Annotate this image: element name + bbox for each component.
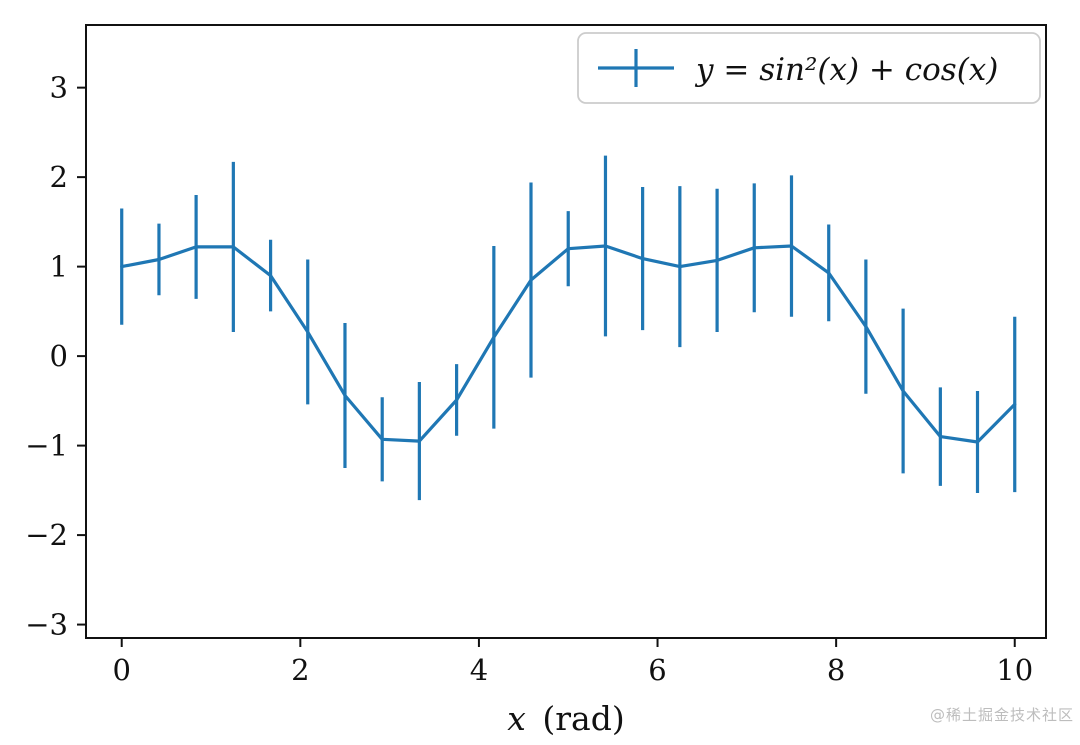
data-line — [120, 244, 1017, 444]
y-tick-label: 1 — [50, 250, 68, 284]
y-tick-label: 2 — [50, 160, 68, 194]
x-tick-label: 2 — [291, 653, 309, 687]
x-tick-label: 8 — [827, 653, 845, 687]
y-tick-label: −2 — [25, 518, 68, 552]
y-tick-label: −1 — [25, 429, 68, 463]
watermark: @稀土掘金技术社区 — [929, 706, 1074, 724]
legend-label: y = sin²(x) + cos(x) — [694, 52, 998, 88]
error-bars — [120, 155, 1017, 501]
x-tick-label: 0 — [112, 653, 130, 687]
x-tick-label: 10 — [996, 653, 1033, 687]
legend-box — [577, 32, 1041, 104]
x-tick-label: 4 — [470, 653, 488, 687]
x-tick-label: 6 — [648, 653, 666, 687]
y-tick-label: 0 — [50, 339, 68, 373]
x-axis-label: x (rad) — [507, 699, 624, 738]
y-tick-label: −3 — [25, 608, 68, 642]
y-tick-label: 3 — [50, 71, 68, 105]
axes-frame — [85, 24, 1047, 639]
